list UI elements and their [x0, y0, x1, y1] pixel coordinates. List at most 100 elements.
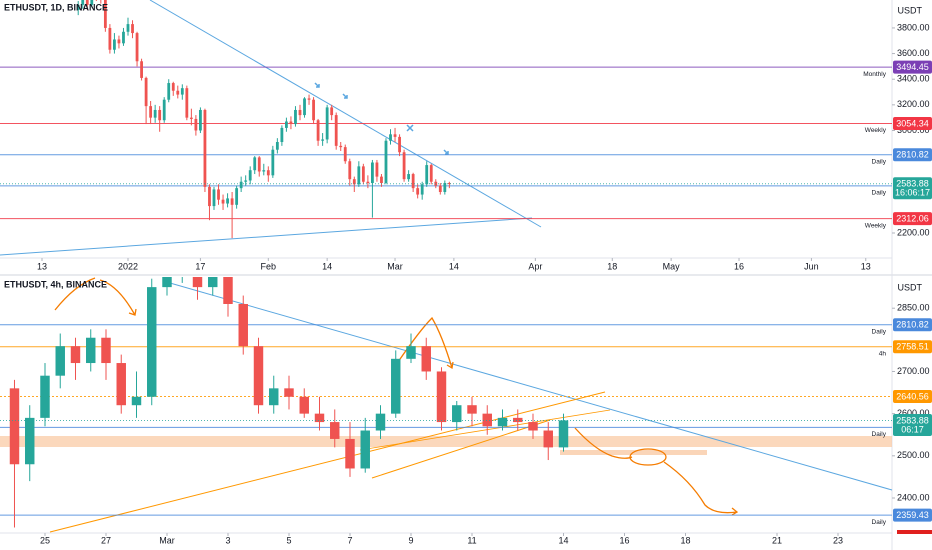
candle-body [371, 162, 374, 184]
price-tag-label: 2583.88 [896, 179, 929, 189]
x-tick-label: 3 [225, 535, 230, 545]
candle-body [199, 109, 202, 131]
candle-body [452, 405, 462, 423]
candle-body [180, 88, 184, 95]
candle-body [285, 121, 288, 128]
candle-body [144, 77, 148, 107]
x-tick-label: 14 [449, 261, 459, 271]
candle-body [162, 99, 166, 121]
candle-body [147, 287, 157, 397]
candle-body [140, 61, 143, 78]
candle-body [289, 121, 293, 125]
candle-body [239, 181, 243, 189]
x-tick-label: 17 [195, 261, 205, 271]
y-tick-label: 3400.00 [897, 74, 930, 84]
x-tick-label: Apr [528, 261, 542, 271]
candle-body [203, 109, 207, 187]
candle-body [345, 438, 355, 469]
candle-body [360, 430, 370, 469]
trend-line [149, 0, 542, 228]
y-tick-label: 2200.00 [897, 227, 930, 237]
candle-body [212, 189, 216, 207]
candle-body [271, 149, 275, 176]
candle-body [375, 162, 379, 177]
candle-body [248, 170, 252, 181]
level-tag-label: 2640.56 [896, 391, 929, 401]
candle-body [266, 170, 270, 176]
candle-body [447, 183, 451, 185]
candle-body [208, 186, 211, 207]
x-tick-label: 2022 [118, 261, 138, 271]
candle-body [131, 24, 134, 34]
level-tag [893, 212, 932, 226]
x-tick-label: 9 [408, 535, 413, 545]
candle-body [330, 422, 340, 439]
level-tag [893, 148, 932, 162]
x-tick-label: Mar [159, 535, 175, 545]
x-tick-label: Feb [261, 261, 277, 271]
candle-body [330, 107, 334, 116]
level-tag-label: 2810.82 [896, 150, 929, 160]
arrow [663, 461, 739, 516]
level-tag-label: 3494.45 [896, 62, 929, 72]
arrow [54, 277, 96, 311]
level-tag-label: 2359.43 [896, 510, 929, 520]
candle-body [235, 188, 239, 205]
candle-body [171, 83, 175, 91]
candle-body [299, 396, 309, 414]
candle-body [189, 117, 193, 119]
candle-body [391, 358, 401, 414]
candle-body [325, 107, 329, 140]
candle-body [244, 180, 248, 182]
candle-body [443, 183, 447, 192]
x-tick-label: Jun [804, 261, 819, 271]
x-tick-label: May [663, 261, 681, 271]
candle-body [185, 88, 189, 118]
candle-body [275, 142, 279, 150]
candle-body [334, 115, 338, 146]
candle-body [421, 346, 431, 372]
marker-icon [314, 82, 320, 88]
candle-body [284, 388, 294, 397]
candle-body [429, 165, 433, 182]
x-tick-label: 13 [861, 261, 871, 271]
candle-body [269, 388, 279, 406]
candle-body [253, 346, 264, 406]
candle-body [162, 277, 172, 288]
drawings [0, 277, 932, 534]
candle-body [398, 136, 401, 153]
candle-body [280, 127, 284, 143]
level-name: Daily [872, 519, 887, 526]
y-tick-label: 3200.00 [897, 99, 930, 109]
trend-line [359, 409, 611, 451]
candle-body [389, 134, 392, 141]
candle-body [257, 157, 261, 172]
price-tag-label: 2583.88 [896, 415, 929, 425]
candle-body [230, 198, 234, 205]
candle-body [375, 413, 386, 431]
trend-line [0, 217, 533, 256]
candle-body [113, 39, 116, 50]
candle-body [176, 90, 180, 95]
level-tag [893, 318, 932, 332]
candle-body [153, 109, 157, 118]
candle-body [116, 363, 126, 406]
candle-body [9, 388, 20, 465]
highlight [629, 448, 667, 466]
unit-label: USDT [898, 5, 923, 15]
candle-body [262, 170, 266, 172]
candle-body [76, 4, 80, 10]
candle-body [103, 0, 107, 28]
candle-body [131, 396, 142, 406]
candle-body [528, 422, 538, 431]
candle-body [352, 179, 356, 185]
candle-body [158, 109, 162, 121]
marker-icon [443, 149, 449, 155]
candle-body [25, 417, 35, 465]
candle-body [380, 176, 383, 184]
price-countdown: 16:06:17 [895, 188, 930, 198]
candle-body [339, 145, 343, 148]
y-tick-label: 2700.00 [897, 366, 930, 376]
y-tick-label: 2500.00 [897, 450, 930, 460]
candle-body [238, 303, 248, 347]
